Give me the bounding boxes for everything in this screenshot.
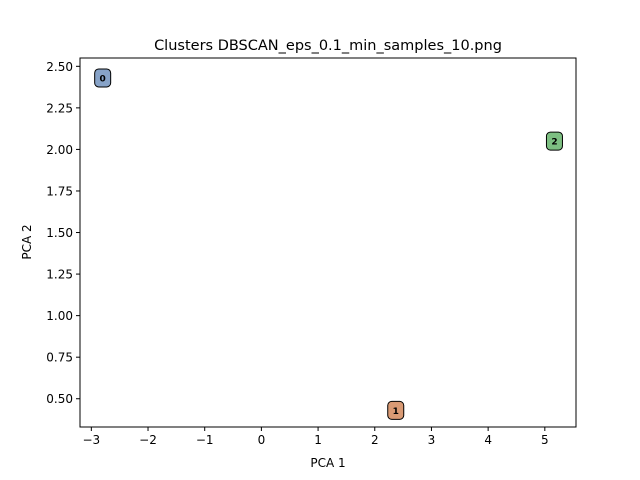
- x-tick-label: 3: [428, 433, 436, 447]
- x-tick-label: 0: [258, 433, 266, 447]
- cluster-marker: [94, 68, 112, 88]
- y-axis-label: PCA 2: [20, 224, 34, 259]
- cluster-marker: [545, 131, 563, 151]
- y-tick-label: 1.50: [46, 226, 73, 240]
- chart-title: Clusters DBSCAN_eps_0.1_min_samples_10.p…: [154, 38, 502, 54]
- y-tick-label: 1.25: [46, 268, 73, 282]
- cluster-label: 2: [551, 138, 557, 148]
- y-tick-label: 0.50: [46, 392, 73, 406]
- y-tick-label: 0.75: [46, 351, 73, 365]
- y-tick-label: 2.00: [46, 143, 73, 157]
- x-axis-label: PCA 1: [310, 456, 345, 470]
- cluster-marker: [387, 400, 405, 420]
- x-tick-label: 1: [314, 433, 322, 447]
- plot-area: −3 −2 −1 0 1 2 3 4 5 0.50 0.75 1.00 1.25 1.50 1.75 2.00…: [46, 60, 563, 447]
- y-tick-label: 1.00: [46, 309, 73, 323]
- x-tick-label: 5: [541, 433, 549, 447]
- x-tick-label: 2: [371, 433, 379, 447]
- cluster-label: 0: [100, 74, 106, 84]
- y-tick-label: 1.75: [46, 184, 73, 198]
- x-tick-label: −3: [82, 433, 100, 447]
- cluster-label: 1: [393, 407, 399, 417]
- y-tick-label: 2.25: [46, 101, 73, 115]
- x-tick-label: 4: [484, 433, 492, 447]
- x-tick-label: −2: [139, 433, 157, 447]
- y-tick-label: 2.50: [46, 60, 73, 74]
- x-tick-label: −1: [196, 433, 214, 447]
- axes-frame: [79, 57, 577, 428]
